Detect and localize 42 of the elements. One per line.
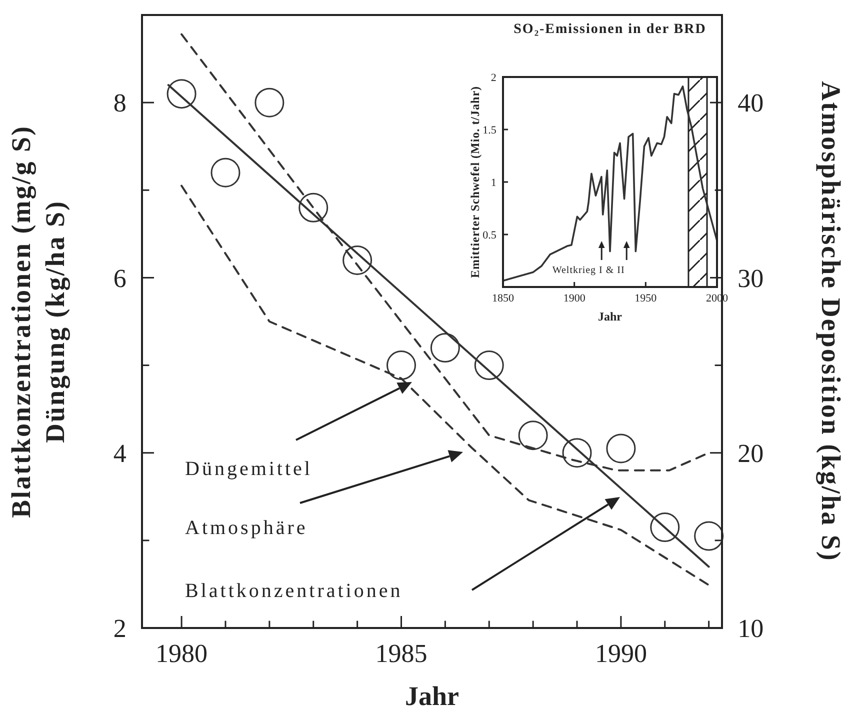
y-tick-label: 0.5 — [482, 229, 497, 242]
point — [474, 350, 504, 380]
line-series — [502, 86, 718, 282]
y2-tick-label: 30 — [738, 264, 764, 293]
point — [562, 438, 592, 468]
y-tick-label: 1.5 — [482, 124, 497, 136]
annotation: Düngemittel — [185, 458, 312, 480]
point — [210, 158, 240, 188]
y-tick-label: 8 — [113, 88, 126, 118]
annotation: Weltkrieg I & II — [552, 265, 625, 276]
point — [342, 245, 372, 275]
y-axis-title: Blattkonzentrationen (mg/g S) Düngung (kg/ha S) — [6, 125, 70, 518]
y2-axis-title: Atmosphärische Deposition (kg/ha S) — [816, 81, 846, 562]
y-axis-title: Emittierter Schwefel (Mio. t/Jahr) — [468, 86, 482, 278]
y-tick-label: 4 — [113, 438, 126, 468]
x-tick-label: 1950 — [634, 292, 658, 304]
point — [606, 434, 636, 464]
x-tick-label: 1985 — [375, 638, 428, 668]
y2-tick-label: 40 — [738, 88, 764, 118]
y-tick-label: 1 — [490, 176, 496, 189]
point — [650, 512, 680, 542]
x-axis-title: Jahr — [598, 310, 623, 324]
point — [254, 88, 284, 118]
x-axis-title: Jahr — [405, 681, 460, 711]
x-tick-label: 1990 — [594, 638, 647, 668]
chart-title: SO₂-Emissionen in der BRD — [514, 22, 706, 37]
y-tick-label: 2 — [113, 614, 126, 644]
point — [298, 192, 328, 222]
y2-tick-label: 10 — [738, 614, 764, 644]
annotation: Atmosphäre — [185, 517, 308, 539]
y-tick-label: 2 — [490, 72, 496, 84]
x-tick-label: 1980 — [156, 638, 208, 668]
point — [518, 420, 548, 450]
annotation: Blattkonzentrationen — [185, 580, 403, 602]
point — [386, 350, 416, 380]
x-tick-label: 1850 — [492, 292, 514, 304]
x-tick-label: 1900 — [563, 292, 586, 304]
y2-tick-label: 20 — [738, 438, 764, 468]
y-tick-label: 6 — [113, 264, 126, 293]
point — [166, 79, 196, 109]
point — [430, 333, 460, 363]
point — [694, 521, 724, 551]
